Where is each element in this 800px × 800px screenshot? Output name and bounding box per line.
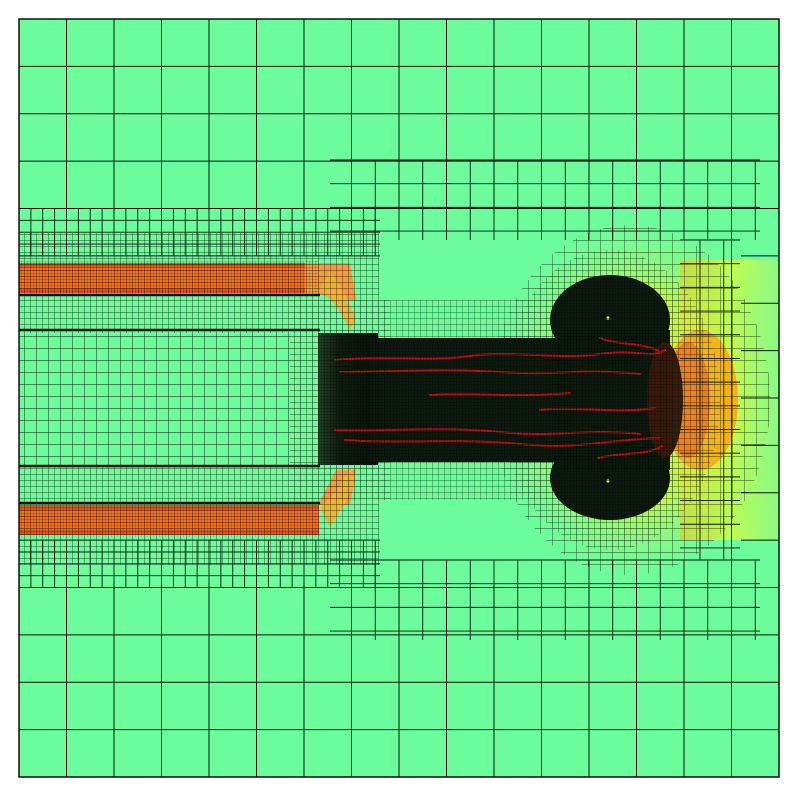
mid-grid xyxy=(19,159,760,640)
domain-border xyxy=(18,18,780,778)
wall-lines xyxy=(19,293,320,505)
fine-mesh-layer xyxy=(19,225,770,575)
